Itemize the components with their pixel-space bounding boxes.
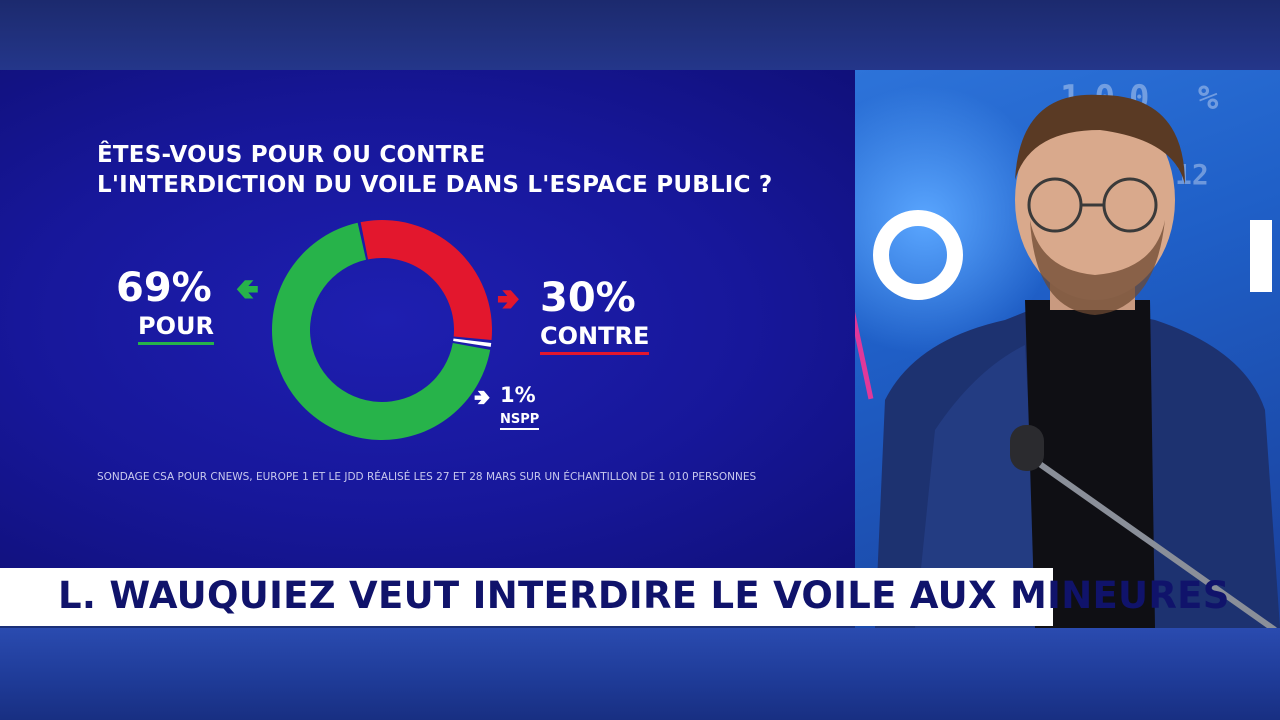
arrow-right-icon: 🢂 bbox=[497, 282, 520, 315]
chart-title-line-2: L'INTERDICTION DU VOILE DANS L'ESPACE PU… bbox=[97, 172, 773, 198]
donut-slice-pour bbox=[272, 222, 491, 440]
arrow-left-icon: 🢀 bbox=[236, 272, 259, 305]
category-label-nspp: NSPP bbox=[500, 412, 540, 430]
category-label-pour: POUR bbox=[138, 312, 214, 345]
arrow-right-icon: 🢂 bbox=[474, 385, 491, 409]
chart-title-line-1: ÊTES-VOUS POUR OU CONTRE bbox=[97, 142, 486, 168]
value-label-pour: 69% bbox=[116, 265, 212, 311]
studio-bar-graphic bbox=[1250, 220, 1272, 292]
presenter-video: 100 % 12 bbox=[855, 70, 1280, 628]
donut-slice-contre bbox=[360, 220, 492, 340]
value-label-nspp: 1% bbox=[500, 383, 536, 407]
donut-chart bbox=[262, 210, 502, 450]
donut-svg bbox=[272, 220, 492, 440]
top-band bbox=[0, 0, 1280, 70]
headline-banner: L. WAUQUIEZ VEUT INTERDIRE LE VOILE AUX … bbox=[0, 568, 1229, 626]
category-label-contre: CONTRE bbox=[540, 322, 650, 355]
value-label-contre: 30% bbox=[540, 275, 636, 321]
source-note: SONDAGE CSA POUR CNEWS, EUROPE 1 ET LE J… bbox=[97, 471, 757, 483]
chart-title: ÊTES-VOUS POUR OU CONTRE L'INTERDICTION … bbox=[97, 140, 797, 200]
headline-text: L. WAUQUIEZ VEUT INTERDIRE LE VOILE AUX … bbox=[58, 574, 1230, 617]
donut-slice-nspp bbox=[453, 338, 492, 347]
presenter-figure bbox=[875, 94, 1280, 628]
bottom-band bbox=[0, 628, 1280, 720]
poll-graphic: ÊTES-VOUS POUR OU CONTRE L'INTERDICTION … bbox=[0, 70, 855, 568]
